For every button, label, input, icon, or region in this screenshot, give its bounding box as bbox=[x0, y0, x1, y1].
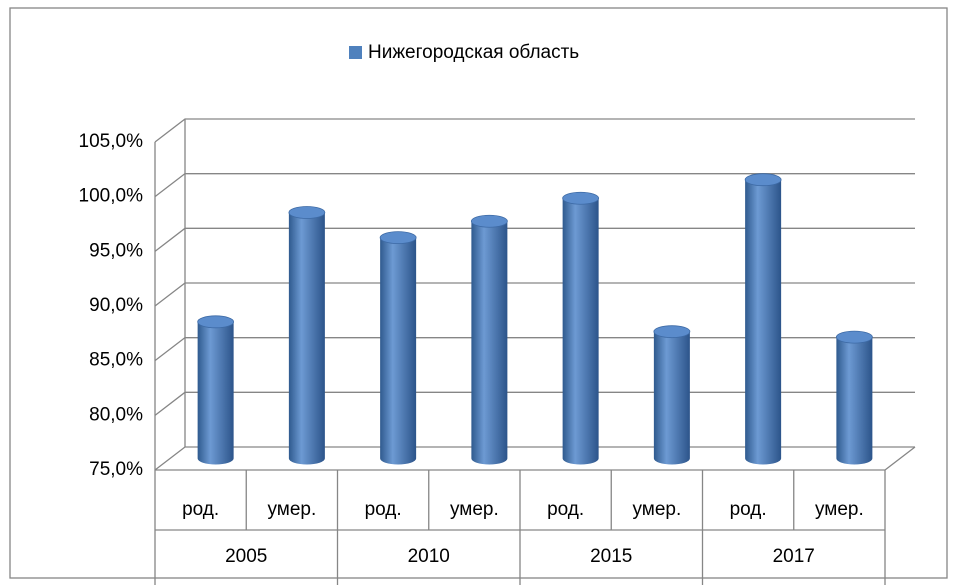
x-group-label: 2015 bbox=[590, 546, 632, 567]
bar-top bbox=[744, 173, 782, 187]
x-tick-label: умер. bbox=[632, 499, 681, 520]
grid-line bbox=[154, 227, 915, 252]
bar bbox=[471, 221, 508, 465]
legend-label: Нижегородская область bbox=[368, 42, 579, 63]
bar bbox=[288, 212, 325, 465]
x-tick-label: умер. bbox=[815, 499, 864, 520]
category-axis: род. умер. род. умер. род. умер. род. умер. 2005… bbox=[154, 470, 886, 585]
x-group-label: 2017 bbox=[773, 546, 815, 567]
grid-line bbox=[154, 118, 915, 143]
bar-top bbox=[835, 330, 873, 344]
x-tick-label: умер. bbox=[267, 499, 316, 520]
y-tick-label: 100,0% bbox=[79, 186, 144, 207]
bar-top bbox=[562, 191, 600, 205]
bar bbox=[380, 237, 417, 465]
bar-top bbox=[470, 214, 508, 228]
y-tick-label: 75,0% bbox=[89, 459, 143, 480]
grid-line bbox=[154, 282, 915, 307]
grid: 75,0% 80,0% 85,0% 90,0% 95,0% 100,0% 105,0% bbox=[79, 118, 916, 480]
bar bbox=[197, 321, 234, 465]
legend-swatch bbox=[349, 46, 362, 59]
y-tick-label: 95,0% bbox=[89, 240, 143, 261]
bar bbox=[653, 331, 690, 465]
bar bbox=[836, 337, 873, 465]
x-group-label: 2010 bbox=[408, 546, 450, 567]
x-tick-label: род. bbox=[182, 499, 219, 520]
y-tick-label: 105,0% bbox=[79, 131, 144, 152]
bar bbox=[562, 198, 599, 465]
bar-top bbox=[653, 325, 691, 339]
y-tick-label: 80,0% bbox=[89, 404, 143, 425]
y-tick-label: 90,0% bbox=[89, 295, 143, 316]
bar-top bbox=[197, 315, 235, 329]
bar-top bbox=[379, 231, 417, 245]
x-tick-label: род. bbox=[730, 499, 767, 520]
x-tick-label: умер. bbox=[450, 499, 499, 520]
bar-top bbox=[288, 206, 326, 219]
x-group-label: 2005 bbox=[225, 546, 267, 567]
x-tick-label: род. bbox=[365, 499, 402, 520]
y-tick-label: 85,0% bbox=[89, 350, 143, 371]
bar bbox=[745, 179, 782, 465]
bars bbox=[197, 173, 873, 465]
grid-line bbox=[154, 173, 915, 198]
x-tick-label: род. bbox=[547, 499, 584, 520]
